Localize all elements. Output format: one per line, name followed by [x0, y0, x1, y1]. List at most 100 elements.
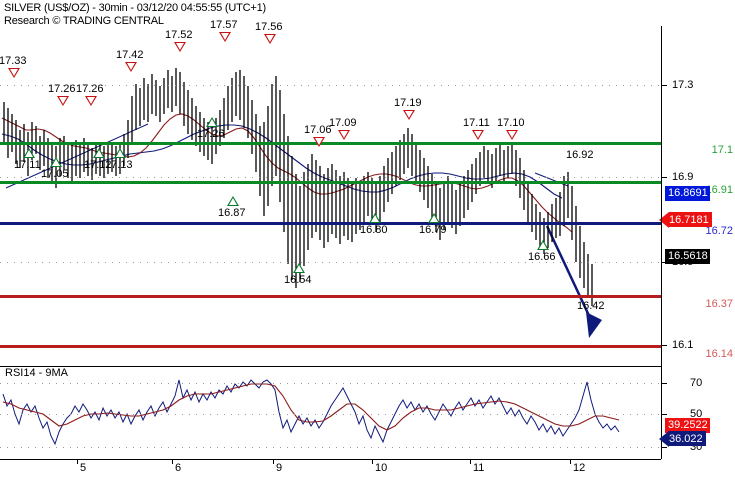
rsi-plot [0, 366, 661, 459]
marker-price-label: 16.54 [284, 274, 312, 286]
resistance-marker-icon [219, 32, 231, 42]
marker-inner [508, 131, 516, 138]
target-line-16-37 [0, 295, 661, 298]
resistance-marker-icon [403, 110, 415, 120]
rsi-ma-value-badge: 39.2522 [665, 418, 710, 433]
price-series-svg [1, 68, 602, 338]
marker-price-label: 17.05 [41, 168, 69, 180]
rsi-gridline-30 [0, 447, 661, 448]
marker-price-label: 17.42 [116, 49, 144, 61]
marker-inner [340, 131, 348, 138]
resistance-marker-icon [472, 130, 484, 140]
support-marker-icon [227, 196, 239, 206]
marker-price-label: 17.06 [304, 124, 332, 136]
rsi-panel-top-border [0, 366, 661, 367]
marker-price-label: 17.26 [48, 83, 76, 95]
marker-price-label: 17.52 [165, 29, 193, 41]
ma-slow-line [1, 124, 563, 199]
marker-inner [295, 265, 303, 272]
target-label-16-14: 16.14 [705, 348, 733, 360]
low-price-badge: 16.5618 [665, 249, 710, 264]
resistance-marker-icon [8, 68, 20, 78]
rsi-ma-line [2, 383, 620, 431]
marker-inner [266, 35, 274, 42]
marker-inner [371, 215, 379, 222]
support-marker-icon [23, 148, 35, 158]
chart-attribution: Research © TRADING CENTRAL [4, 15, 164, 27]
gridline-16-9 [0, 177, 661, 178]
marker-price-label: 17.57 [210, 19, 238, 31]
x-axis-label: 10 [375, 462, 388, 474]
x-axis-label: 9 [276, 462, 283, 474]
pivot-label-16-72: 16.72 [705, 225, 733, 237]
marker-price-label: 16.87 [218, 207, 246, 219]
marker-inner [221, 33, 229, 40]
resistance-marker-icon [125, 62, 137, 72]
support-marker-icon [428, 213, 440, 223]
resistance-marker-icon [338, 130, 350, 140]
tick-16-9 [661, 177, 667, 178]
rsi-axis-label-50: 50 [690, 408, 703, 420]
marker-inner [52, 159, 60, 166]
pivot-line-16-72 [0, 222, 661, 225]
rsi-gridline-70 [0, 383, 661, 384]
marker-price-label: 17.19 [394, 97, 422, 109]
marker-inner [176, 43, 184, 50]
tick-16-1 [661, 345, 667, 346]
pivot-badge-arrow-icon [659, 211, 669, 228]
x-axis-tick [470, 459, 471, 464]
marker-price-label: 16.79 [419, 224, 447, 236]
tick-16-5 [661, 262, 667, 263]
marker-inner [430, 215, 438, 222]
rsi-tick-70 [661, 383, 667, 384]
price-plot [0, 26, 661, 358]
marker-inner [539, 242, 547, 249]
x-axis-label: 5 [80, 462, 87, 474]
rsi-series-svg [2, 379, 620, 446]
price-axis-line [661, 26, 662, 459]
resistance-marker-icon [174, 42, 186, 52]
marker-inner [474, 131, 482, 138]
resistance-label-17-1: 17.1 [711, 144, 733, 156]
rsi-badge-value: 36.022 [669, 431, 706, 446]
proj-label: 16.42 [577, 300, 605, 312]
support-marker-icon [206, 117, 218, 127]
axis-label-17-3: 17.3 [672, 79, 694, 91]
support-marker-icon [369, 213, 381, 223]
marker-inner [59, 97, 67, 104]
rsi-axis-label-30: 30 [690, 441, 703, 453]
resistance-marker-icon [506, 130, 518, 140]
gridline-16-5 [0, 262, 661, 263]
marker-inner [10, 69, 18, 76]
resistance-line-16-91 [0, 181, 661, 184]
marker-inner [229, 198, 237, 205]
marker-price-label: 17.26 [197, 128, 225, 140]
marker-inner [87, 97, 95, 104]
support-marker-icon [114, 148, 126, 158]
x-axis-label: 6 [175, 462, 182, 474]
x-axis-label: 12 [573, 462, 586, 474]
rsi-tick-50 [661, 414, 667, 415]
marker-inner [127, 63, 135, 70]
marker-price-label: 17.11 [14, 159, 41, 171]
marker-price-label: 16.66 [528, 251, 556, 263]
rsi-value-badge: 36.022 [659, 430, 706, 447]
last-price-badge: 16.8691 [665, 186, 710, 201]
chart-title: SILVER (US$/OZ) - 30min - 03/12/20 04:55… [4, 2, 266, 14]
marker-price-label: 17.26 [76, 83, 104, 95]
support-marker-icon [50, 157, 62, 167]
x-axis-label: 11 [473, 462, 485, 474]
x-axis-tick [172, 459, 173, 464]
resistance-label-16-91: 16.91 [705, 184, 733, 196]
marker-inner [95, 150, 103, 157]
pivot-price-badge: 16.7181 [659, 211, 712, 228]
support-marker-icon [537, 240, 549, 250]
resistance-marker-icon [57, 96, 69, 106]
axis-label-16-1: 16.1 [672, 339, 694, 351]
marker-price-label: 17.33 [0, 55, 27, 67]
marker-inner [405, 111, 413, 118]
x-axis-tick [77, 459, 78, 464]
target-line-16-14 [0, 345, 661, 348]
tick-17-3 [661, 85, 667, 86]
